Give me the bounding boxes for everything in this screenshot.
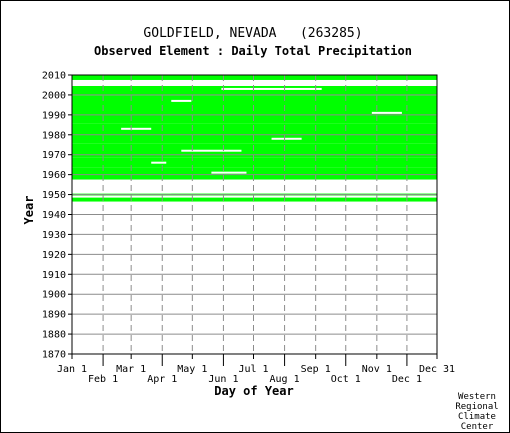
missing-segment bbox=[72, 179, 437, 182]
credit-line: Regional bbox=[455, 402, 498, 412]
missing-segment bbox=[72, 79, 437, 82]
missing-segment bbox=[151, 161, 167, 164]
observed-span bbox=[72, 143, 437, 158]
x-tick-label: Feb 1 bbox=[88, 374, 118, 385]
x-tick-label: Jan 1 bbox=[57, 364, 87, 375]
x-tick-label: Aug 1 bbox=[270, 374, 300, 385]
missing-segment bbox=[72, 181, 437, 184]
y-axis-label: Year bbox=[22, 196, 36, 225]
y-tick-label: 1950 bbox=[42, 190, 66, 201]
y-tick-label: 1990 bbox=[42, 110, 66, 121]
y-tick-label: 1940 bbox=[42, 210, 66, 221]
missing-segment bbox=[72, 195, 437, 198]
observed-span bbox=[72, 197, 437, 202]
missing-segment bbox=[72, 81, 437, 84]
y-tick-label: 1890 bbox=[42, 310, 66, 321]
y-tick-label: 1970 bbox=[42, 150, 66, 161]
missing-segment bbox=[181, 149, 242, 152]
x-tick-label: Apr 1 bbox=[147, 374, 177, 385]
y-tick-label: 1980 bbox=[42, 130, 66, 141]
missing-segment bbox=[221, 87, 322, 90]
observed-span bbox=[72, 123, 437, 144]
observed-span bbox=[72, 75, 437, 80]
x-tick-label: Nov 1 bbox=[362, 364, 392, 375]
missing-segment bbox=[72, 185, 437, 188]
observed-span bbox=[72, 95, 437, 124]
x-tick-label: Mar 1 bbox=[116, 364, 146, 375]
credit-line: Western bbox=[458, 392, 496, 402]
y-tick-label: 2000 bbox=[42, 90, 66, 101]
y-tick-label: 1960 bbox=[42, 170, 66, 181]
grid-layer bbox=[72, 75, 437, 354]
y-tick-label: 1900 bbox=[42, 290, 66, 301]
x-axis-label: Day of Year bbox=[214, 384, 293, 398]
missing-segment bbox=[211, 171, 247, 174]
missing-segment bbox=[72, 189, 437, 192]
x-tick-label: Jun 1 bbox=[208, 374, 238, 385]
x-tick-label: May 1 bbox=[177, 364, 207, 375]
observed-span bbox=[72, 157, 437, 168]
y-tick-label: 2010 bbox=[42, 71, 66, 82]
missing-segment bbox=[72, 183, 437, 186]
observed-span bbox=[72, 85, 437, 96]
y-tick-label: 1880 bbox=[42, 330, 66, 341]
missing-segment bbox=[72, 83, 437, 86]
credit-line: Center bbox=[461, 422, 494, 432]
chart-subtitle: Observed Element : Daily Total Precipita… bbox=[94, 44, 412, 58]
credit-line: Climate bbox=[458, 412, 496, 422]
missing-segment bbox=[121, 127, 152, 130]
missing-segment bbox=[72, 191, 172, 194]
x-tick-label: Dec 31 bbox=[419, 364, 455, 375]
y-tick-label: 1920 bbox=[42, 250, 66, 261]
x-tick-label: Dec 1 bbox=[392, 374, 422, 385]
y-tick-label: 1910 bbox=[42, 270, 66, 281]
data-layer bbox=[72, 75, 437, 202]
x-tick-label: Jul 1 bbox=[238, 364, 268, 375]
y-tick-label: 1930 bbox=[42, 230, 66, 241]
missing-segment bbox=[72, 187, 437, 190]
axis-layer: 1870 1880 1890 1900 1910 1920 1930 1940 1950 1960… bbox=[42, 71, 455, 386]
missing-segment bbox=[171, 99, 192, 102]
missing-segment bbox=[371, 111, 402, 114]
x-tick-label: Oct 1 bbox=[331, 374, 361, 385]
observed-span bbox=[72, 167, 437, 180]
chart-title: GOLDFIELD, NEVADA (263285) bbox=[143, 26, 362, 41]
x-tick-label: Sep 1 bbox=[301, 364, 331, 375]
y-tick-label: 1870 bbox=[42, 350, 66, 361]
missing-segment bbox=[271, 137, 302, 140]
